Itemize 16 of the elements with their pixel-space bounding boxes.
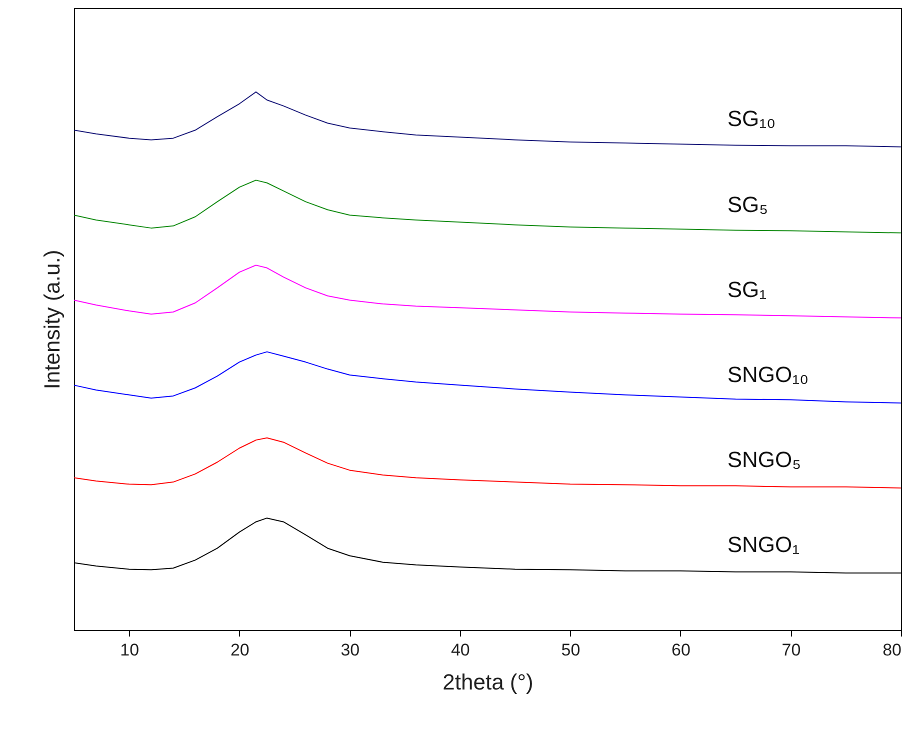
series-label: SG₁: [727, 276, 767, 302]
x-tick-label: 40: [450, 640, 470, 660]
series-label: SNGO₁: [727, 532, 800, 557]
series-label: SG₁₀: [727, 106, 776, 131]
y-axis-title: Intensity (a.u.): [40, 250, 64, 390]
x-tick-label: 10: [120, 640, 140, 660]
x-tick-label: 30: [340, 640, 360, 660]
x-tick-label: 70: [782, 640, 801, 660]
x-tick-label: 20: [230, 640, 250, 660]
series-label: SNGO₅: [727, 446, 801, 472]
series-label: SG₅: [727, 192, 768, 217]
series-label: SNGO₁₀: [727, 362, 809, 387]
x-tick-label: 50: [561, 640, 580, 660]
x-axis-title: 2theta (°): [442, 670, 534, 694]
x-tick-label: 60: [672, 640, 690, 660]
x-tick-label: 80: [882, 640, 902, 660]
